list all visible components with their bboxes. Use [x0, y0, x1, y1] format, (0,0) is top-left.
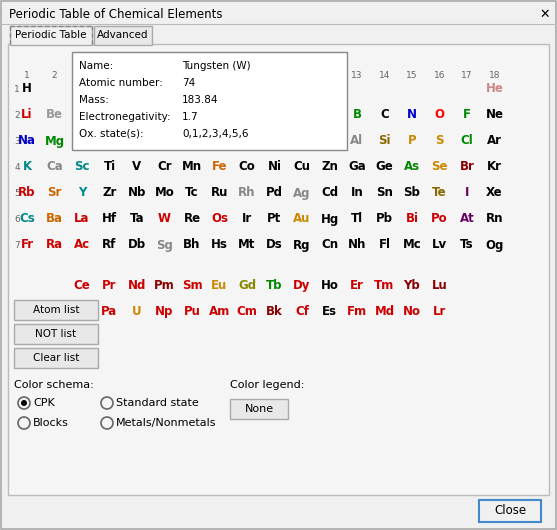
Text: Lr: Lr: [433, 305, 446, 318]
Text: Co: Co: [238, 161, 255, 173]
Text: Og: Og: [485, 238, 504, 252]
Text: NOT list: NOT list: [36, 329, 76, 339]
Text: Po: Po: [431, 213, 448, 225]
Text: Nb: Nb: [128, 187, 146, 199]
Text: Md: Md: [374, 305, 394, 318]
Text: Ds: Ds: [266, 238, 283, 252]
Text: 1: 1: [14, 84, 20, 93]
Text: No: No: [403, 305, 421, 318]
Text: U: U: [132, 305, 142, 318]
Text: Name:: Name:: [79, 61, 113, 71]
Text: Mt: Mt: [238, 238, 256, 252]
Text: Es: Es: [322, 305, 337, 318]
Text: Cs: Cs: [19, 213, 35, 225]
Text: He: He: [486, 83, 504, 95]
Text: La: La: [74, 213, 90, 225]
Text: H: H: [22, 83, 32, 95]
Text: Ru: Ru: [211, 187, 228, 199]
Text: Kr: Kr: [487, 161, 502, 173]
Text: Rg: Rg: [293, 238, 311, 252]
Text: Y: Y: [78, 187, 86, 199]
Text: Cd: Cd: [321, 187, 338, 199]
Text: Hf: Hf: [102, 213, 117, 225]
Text: Periodic Table: Periodic Table: [15, 31, 87, 40]
Text: Se: Se: [431, 161, 448, 173]
Text: Te: Te: [432, 187, 447, 199]
Text: ✕: ✕: [540, 7, 550, 21]
Text: Color legend:: Color legend:: [230, 380, 304, 390]
FancyBboxPatch shape: [14, 324, 98, 344]
Text: 17: 17: [461, 72, 473, 81]
Text: Advanced: Advanced: [97, 31, 149, 40]
Text: Pb: Pb: [376, 213, 393, 225]
FancyBboxPatch shape: [72, 52, 347, 150]
Text: Ga: Ga: [348, 161, 366, 173]
Text: Ar: Ar: [487, 135, 502, 147]
Text: Standard state: Standard state: [116, 398, 199, 408]
Text: 74: 74: [182, 78, 196, 88]
Text: As: As: [404, 161, 420, 173]
Text: Sr: Sr: [47, 187, 62, 199]
Text: Xe: Xe: [486, 187, 503, 199]
Text: 1.7: 1.7: [182, 112, 199, 122]
Text: Pt: Pt: [267, 213, 282, 225]
Text: Rb: Rb: [18, 187, 36, 199]
Text: Be: Be: [46, 109, 63, 121]
Text: Sb: Sb: [404, 187, 421, 199]
Text: Ho: Ho: [321, 279, 339, 292]
Text: Tl: Tl: [351, 213, 363, 225]
Text: Th: Th: [74, 305, 90, 318]
Text: P: P: [408, 135, 416, 147]
Text: 15: 15: [406, 72, 418, 81]
Text: Ti: Ti: [104, 161, 115, 173]
Text: Na: Na: [18, 135, 36, 147]
Text: Lv: Lv: [432, 238, 447, 252]
Text: 5: 5: [14, 189, 20, 198]
Text: 16: 16: [434, 72, 445, 81]
Text: C: C: [380, 109, 389, 121]
Text: In: In: [350, 187, 363, 199]
Text: Pd: Pd: [266, 187, 283, 199]
Text: Metals/Nonmetals: Metals/Nonmetals: [116, 418, 217, 428]
FancyBboxPatch shape: [230, 399, 288, 419]
Text: Pa: Pa: [101, 305, 118, 318]
Text: Dy: Dy: [294, 279, 311, 292]
Text: I: I: [465, 187, 469, 199]
FancyBboxPatch shape: [14, 348, 98, 368]
Text: Am: Am: [209, 305, 230, 318]
Text: Color schema:: Color schema:: [14, 380, 94, 390]
Text: Eu: Eu: [211, 279, 228, 292]
Text: S: S: [435, 135, 444, 147]
Text: 4: 4: [14, 163, 20, 172]
Text: Atomic number:: Atomic number:: [79, 78, 163, 88]
Text: Ta: Ta: [130, 213, 144, 225]
Text: Clear list: Clear list: [33, 353, 79, 363]
Text: Cf: Cf: [295, 305, 309, 318]
Text: V: V: [133, 161, 141, 173]
Text: Pm: Pm: [154, 279, 175, 292]
Text: Ca: Ca: [46, 161, 63, 173]
Text: Cn: Cn: [321, 238, 338, 252]
Text: 2: 2: [52, 72, 57, 81]
Text: Mn: Mn: [182, 161, 202, 173]
Text: Blocks: Blocks: [33, 418, 69, 428]
Text: O: O: [434, 109, 444, 121]
FancyBboxPatch shape: [479, 500, 541, 522]
Text: 13: 13: [351, 72, 363, 81]
Text: Ra: Ra: [46, 238, 63, 252]
Text: Re: Re: [183, 213, 201, 225]
Text: 2: 2: [14, 110, 20, 119]
Text: Tb: Tb: [266, 279, 283, 292]
Text: None: None: [245, 404, 273, 414]
Text: Er: Er: [350, 279, 364, 292]
Text: Mg: Mg: [45, 135, 65, 147]
Text: Ts: Ts: [460, 238, 474, 252]
FancyBboxPatch shape: [94, 26, 152, 45]
Text: Ac: Ac: [74, 238, 90, 252]
FancyBboxPatch shape: [10, 26, 92, 45]
Text: Li: Li: [21, 109, 33, 121]
Text: Cl: Cl: [461, 135, 473, 147]
Text: Pr: Pr: [102, 279, 117, 292]
Text: Ne: Ne: [486, 109, 504, 121]
